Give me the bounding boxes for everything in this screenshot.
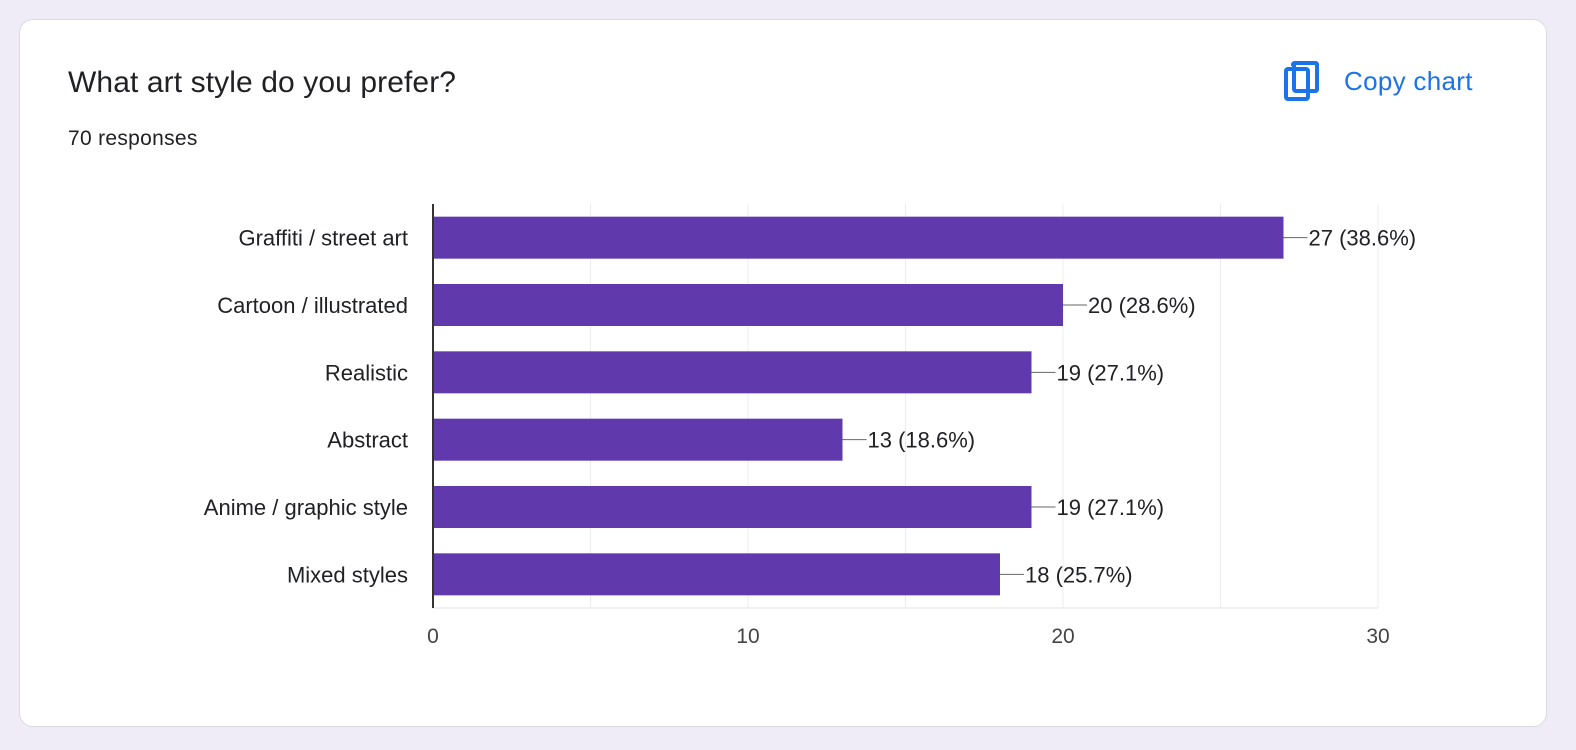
category-label: Abstract	[327, 428, 408, 453]
category-label: Graffiti / street art	[238, 226, 408, 251]
data-label: 19 (27.1%)	[1057, 495, 1165, 520]
bar	[433, 486, 1032, 528]
x-tick-label: 20	[1051, 625, 1074, 648]
category-label: Realistic	[325, 360, 408, 385]
data-label: 13 (18.6%)	[868, 428, 976, 453]
x-tick-label: 10	[736, 625, 759, 648]
data-label: 27 (38.6%)	[1309, 226, 1417, 251]
x-tick-label: 0	[427, 625, 439, 648]
copy-chart-label: Copy chart	[1344, 65, 1473, 96]
bar	[433, 216, 1284, 259]
bar	[433, 553, 1000, 596]
bar	[433, 351, 1032, 394]
x-tick-label: 30	[1366, 625, 1389, 648]
bar	[433, 284, 1063, 326]
chart-title: What art style do you prefer?	[68, 66, 457, 99]
category-label: Mixed styles	[287, 562, 408, 587]
copy-icon	[1284, 60, 1320, 102]
data-label: 19 (27.1%)	[1057, 360, 1165, 385]
category-label: Cartoon / illustrated	[217, 293, 408, 318]
data-label: 18 (25.7%)	[1025, 562, 1133, 587]
category-label: Anime / graphic style	[204, 495, 408, 520]
response-count: 70 responses	[68, 127, 198, 150]
copy-chart-button[interactable]: Copy chart	[1284, 58, 1473, 104]
data-label: 20 (28.6%)	[1088, 293, 1196, 318]
bar	[433, 418, 843, 461]
